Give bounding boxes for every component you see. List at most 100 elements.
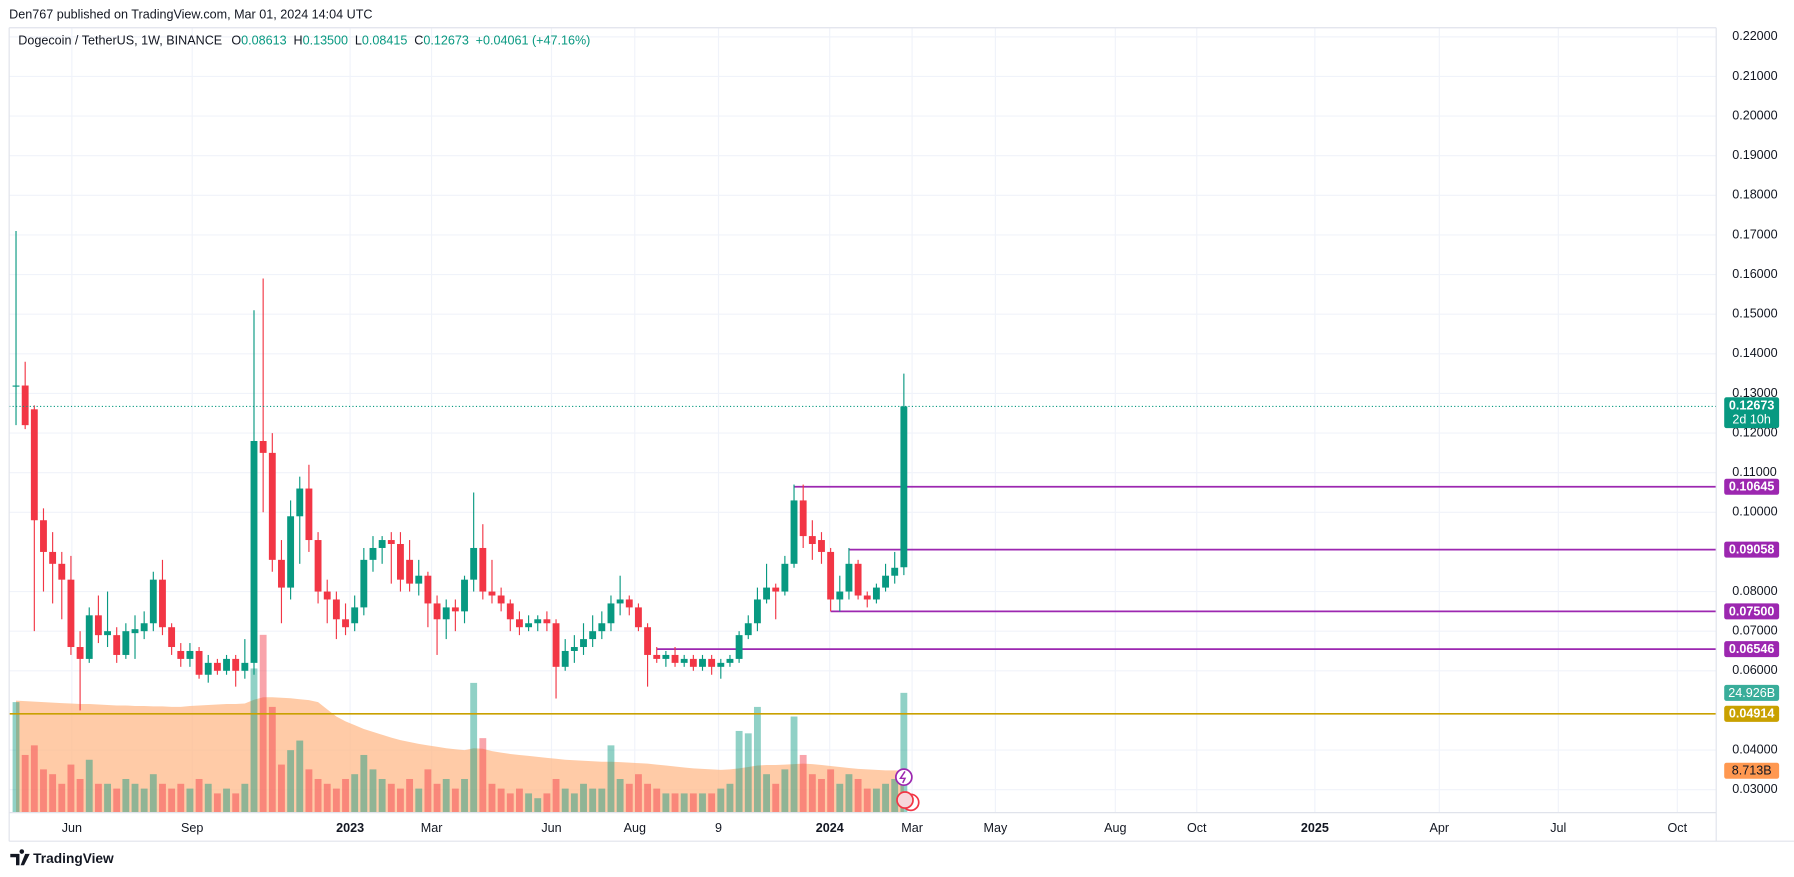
volume-bar [94, 783, 102, 813]
candle-body [351, 607, 359, 624]
y-tick-label: 0.12000 [1732, 425, 1777, 439]
candle-body [213, 662, 221, 671]
labels: 0.22000 0.21000 0.20000 0.19000 0.18000 0.170… [62, 29, 1780, 835]
candle-body [415, 575, 423, 584]
event-icons [894, 768, 920, 812]
candle-body [232, 658, 240, 671]
volume-bar [662, 793, 670, 813]
volume-bar [378, 778, 386, 813]
candle-body [653, 654, 661, 659]
candle-body [516, 619, 523, 628]
candle-body [49, 551, 57, 564]
candle-body [314, 540, 322, 592]
volume-bar [891, 778, 899, 813]
grid [9, 27, 1717, 813]
x-tick-label: Mar [421, 821, 443, 835]
volume-bar [634, 774, 642, 813]
volume-bar [85, 759, 93, 813]
candle-body [378, 540, 386, 548]
candle-body [296, 488, 304, 517]
y-tick-label: 0.20000 [1732, 108, 1777, 122]
symbol: Dogecoin / TetherUS, 1W, BINANCE [18, 34, 222, 48]
x-tick-label: Jun [62, 821, 82, 835]
volume-label: 24.926B [1728, 686, 1775, 700]
price-axis-bg [1716, 27, 1794, 842]
candle-body [488, 591, 496, 596]
x-tick-label: Oct [1187, 821, 1207, 835]
candle-body [268, 452, 276, 560]
volume-bar [845, 774, 853, 813]
candle-body [58, 563, 66, 580]
volume-bar [625, 783, 633, 813]
volume-bar [442, 778, 450, 813]
level-label: 0.10645 [1729, 480, 1774, 494]
candle-body [287, 516, 295, 588]
volume-bar [516, 788, 523, 813]
y-tick-label: 0.08000 [1732, 584, 1777, 598]
volume-bar [479, 738, 487, 813]
level-label-bg [1724, 603, 1780, 620]
volume-bar [433, 783, 441, 813]
volume-bar [580, 783, 587, 813]
level-label: 0.06546 [1729, 642, 1774, 656]
level-label: 0.04914 [1729, 707, 1774, 721]
volume-bar [717, 788, 725, 813]
volume-bar [506, 793, 514, 813]
y-tick-label: 0.11000 [1732, 465, 1777, 479]
axes [8, 27, 1794, 842]
candle-body [259, 440, 267, 453]
volume-ma-area [16, 697, 904, 813]
volume-bar [67, 764, 75, 813]
volume-ma-label-bg [1724, 762, 1780, 779]
candle-body [94, 615, 102, 636]
candle-body [104, 631, 111, 636]
y-tick-label: 0.18000 [1732, 188, 1777, 202]
y-tick-label: 0.10000 [1732, 505, 1777, 519]
volume-bar [406, 778, 414, 813]
volume-bar [397, 788, 404, 813]
candle-body [177, 650, 185, 659]
volume-bar [213, 793, 221, 813]
y-tick-label: 0.06000 [1732, 663, 1777, 677]
volume-bar [30, 745, 38, 813]
candle-body [872, 587, 880, 600]
candle-body [589, 631, 597, 640]
volume-bar [204, 783, 212, 813]
x-tick-label: Jun [541, 821, 561, 835]
candle-body [891, 567, 899, 576]
candle-body [506, 603, 514, 620]
volume-bar [250, 668, 258, 813]
candle-body [76, 647, 84, 659]
candle-body [149, 579, 157, 624]
candle-body [689, 658, 697, 667]
candle-body [799, 500, 807, 537]
volume-bar [58, 783, 66, 813]
candle-body [763, 587, 771, 600]
candle-body [671, 654, 679, 663]
candle-body [113, 635, 121, 655]
volume-bar [589, 788, 597, 813]
volume-bar [699, 793, 706, 813]
x-tick-label: 2024 [816, 821, 844, 835]
candle-body [717, 662, 725, 667]
volume-bar [351, 774, 359, 813]
candle-body [122, 631, 130, 655]
candle-body [598, 623, 606, 632]
volume-bar [12, 702, 20, 813]
volume-bar [543, 793, 551, 813]
volume-bar [168, 788, 176, 813]
volume-bar [424, 769, 432, 813]
candle-body [397, 544, 404, 580]
last-price-label: 0.12673 [1729, 399, 1774, 413]
legend-change: +0.04061 (+47.16%) [476, 34, 591, 48]
icon [899, 771, 907, 784]
candle-body [570, 647, 578, 651]
candle-body [323, 591, 331, 600]
volume-bar [552, 778, 560, 813]
candle-body [186, 650, 194, 659]
volume-bar [882, 783, 889, 813]
candle-body [863, 595, 871, 600]
volume-bar [40, 769, 47, 813]
